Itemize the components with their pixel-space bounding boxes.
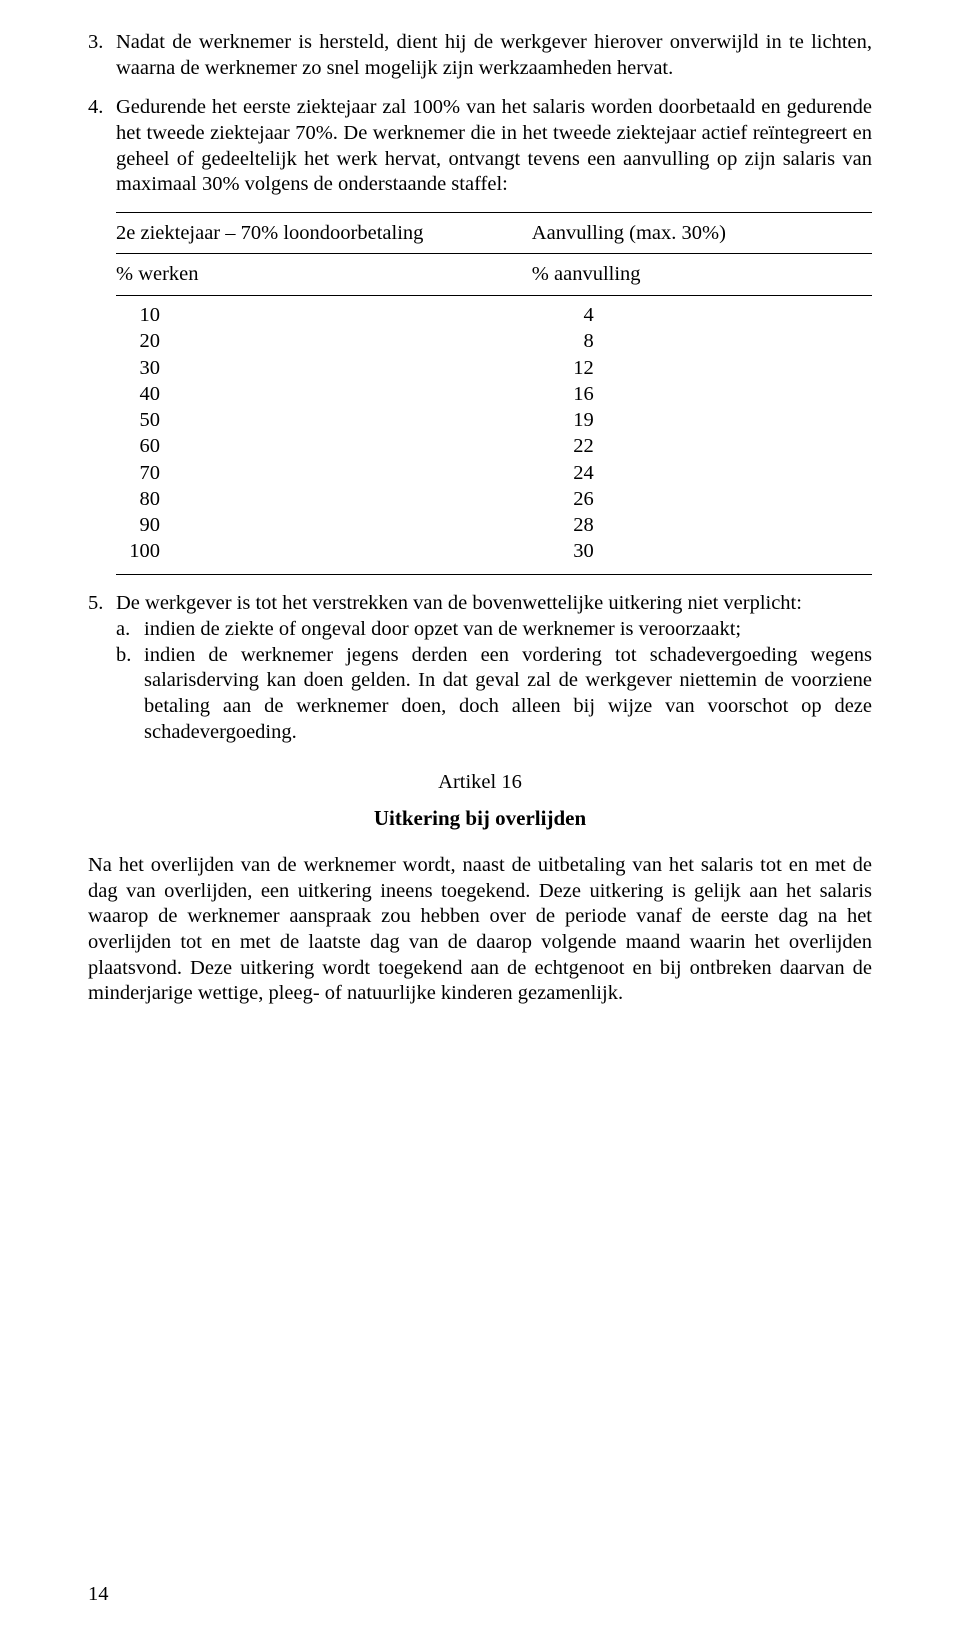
article-title: Uitkering bij overlijden bbox=[88, 806, 872, 831]
list-text: De werkgever is tot het verstrekken van … bbox=[116, 591, 872, 745]
list-item-3: 3. Nadat de werknemer is hersteld, dient… bbox=[88, 30, 872, 81]
list-marker: 4. bbox=[88, 95, 116, 198]
sublist-item-b: b. indien de werknemer jegens derden een… bbox=[116, 643, 872, 746]
article-body: Na het overlijden van de werknemer wordt… bbox=[88, 853, 872, 1007]
sublist-item-a: a. indien de ziekte of ongeval door opze… bbox=[116, 617, 872, 643]
cell: 28 bbox=[542, 512, 900, 538]
cell: 30 bbox=[116, 355, 542, 381]
cell: 4 bbox=[542, 302, 900, 328]
cell: 22 bbox=[542, 433, 900, 459]
table-row: 10 4 bbox=[116, 302, 872, 328]
cell: 100 bbox=[116, 538, 542, 564]
cell: 80 bbox=[116, 486, 542, 512]
table-header-row-2: % werken % aanvulling bbox=[116, 254, 872, 295]
cell: 24 bbox=[542, 460, 900, 486]
cell: 20 bbox=[116, 328, 542, 354]
table-header-cell: % werken bbox=[116, 260, 532, 289]
sublist-text: indien de ziekte of ongeval door opzet v… bbox=[144, 617, 872, 643]
sublist-marker: b. bbox=[116, 643, 144, 746]
cell: 50 bbox=[116, 407, 542, 433]
cell: 12 bbox=[542, 355, 900, 381]
table-row: 40 16 bbox=[116, 381, 872, 407]
cell: 16 bbox=[542, 381, 900, 407]
table-body: 10 4 20 8 30 12 40 16 50 19 60 22 bbox=[116, 296, 872, 574]
table-row: 50 19 bbox=[116, 407, 872, 433]
document-page: 3. Nadat de werknemer is hersteld, dient… bbox=[0, 0, 960, 1652]
hr bbox=[116, 574, 872, 575]
list-marker: 3. bbox=[88, 30, 116, 81]
cell: 40 bbox=[116, 381, 542, 407]
table-header-cell: 2e ziektejaar – 70% loondoorbetaling bbox=[116, 219, 532, 248]
table-row: 60 22 bbox=[116, 433, 872, 459]
table-row: 80 26 bbox=[116, 486, 872, 512]
cell: 30 bbox=[542, 538, 900, 564]
list-item-5: 5. De werkgever is tot het verstrekken v… bbox=[88, 591, 872, 745]
list-intro: De werkgever is tot het verstrekken van … bbox=[116, 592, 802, 614]
list-marker: 5. bbox=[88, 591, 116, 745]
supplement-table: 2e ziektejaar – 70% loondoorbetaling Aan… bbox=[116, 212, 872, 576]
table-header-cell: % aanvulling bbox=[532, 260, 872, 289]
cell: 70 bbox=[116, 460, 542, 486]
table-row: 70 24 bbox=[116, 460, 872, 486]
table-row: 20 8 bbox=[116, 328, 872, 354]
table-row: 30 12 bbox=[116, 355, 872, 381]
table-header-cell: Aanvulling (max. 30%) bbox=[532, 219, 872, 248]
sublist-marker: a. bbox=[116, 617, 144, 643]
table-row: 100 30 bbox=[116, 538, 872, 564]
cell: 90 bbox=[116, 512, 542, 538]
list-text: Gedurende het eerste ziektejaar zal 100%… bbox=[116, 95, 872, 198]
page-number: 14 bbox=[88, 1583, 109, 1606]
sublist-text: indien de werknemer jegens derden een vo… bbox=[144, 643, 872, 746]
list-item-4: 4. Gedurende het eerste ziektejaar zal 1… bbox=[88, 95, 872, 198]
list-text: Nadat de werknemer is hersteld, dient hi… bbox=[116, 30, 872, 81]
table-row: 90 28 bbox=[116, 512, 872, 538]
table-header-row-1: 2e ziektejaar – 70% loondoorbetaling Aan… bbox=[116, 213, 872, 254]
cell: 60 bbox=[116, 433, 542, 459]
cell: 10 bbox=[116, 302, 542, 328]
cell: 8 bbox=[542, 328, 900, 354]
article-number: Artikel 16 bbox=[88, 771, 872, 794]
cell: 19 bbox=[542, 407, 900, 433]
cell: 26 bbox=[542, 486, 900, 512]
